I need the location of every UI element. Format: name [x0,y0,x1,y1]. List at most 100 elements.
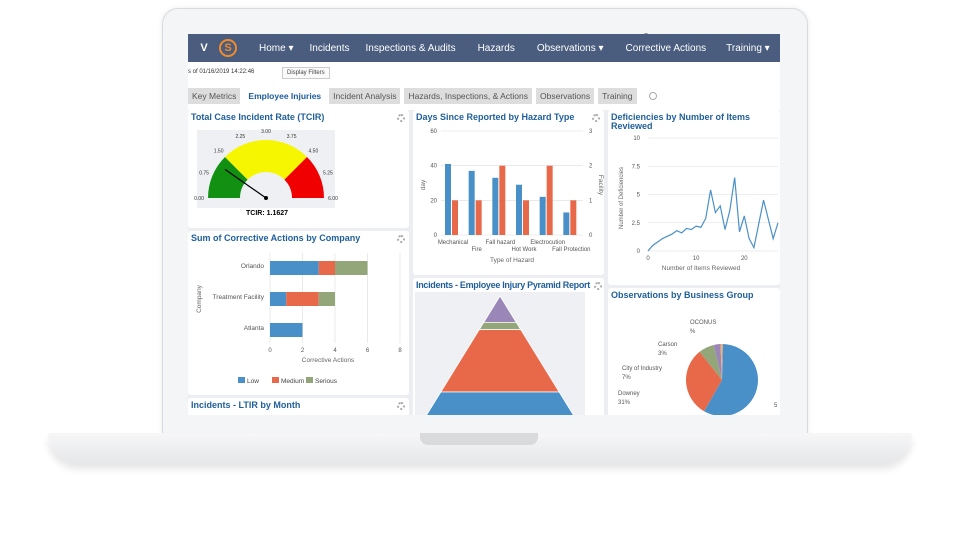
nav-inspections[interactable]: Inspections & Audits [365,42,456,54]
tab-hazards-inspections-actions[interactable]: Hazards, Inspections, & Actions [404,88,533,104]
pyramid-panel: Incidents - Employee Injury Pyramid Repo… [413,278,604,415]
sub-header: s of 01/16/2019 14:22:46 Display Filters… [188,62,780,110]
gauge-tick-label: 3.75 [287,134,297,140]
gauge-band [208,156,248,198]
panel-title: Total Case Incident Rate (TCIR) [191,112,325,122]
gauge-tick-label: 5.25 [323,170,333,176]
corrective-chart: 0 2 4 6 8 Orlando Treatment Facility Atlanta Cor… [196,253,402,385]
gear-icon[interactable] [397,114,405,122]
pie-pct: 7% [622,375,631,381]
x-tick-label: Fall hazard [485,240,515,246]
x-tick-label: 2 [301,348,305,354]
laptop-notch [420,433,538,445]
nav-home[interactable]: Home ▾ [259,42,294,54]
gauge-tick-label: 3.00 [261,129,271,135]
nav-corrective-actions[interactable]: Corrective Actions [625,42,707,54]
tab-incident-analysis[interactable]: Incident Analysis [329,88,401,104]
tab-key-metrics[interactable]: Key Metrics [188,88,241,104]
gauge-band [224,140,308,180]
gear-icon[interactable] [592,114,600,122]
x-tick-label: 0 [646,256,650,262]
legend-label: Serious [315,378,338,385]
pie-label: OCONUS [690,320,716,326]
legend-label: Medium [281,378,304,385]
gear-icon[interactable] [397,235,405,243]
gauge-tick-label: 2.25 [235,134,245,140]
display-filters-button[interactable]: Display Filters [282,67,330,79]
bar-low [270,261,319,275]
pie-slice [686,351,722,412]
bar-serious [318,292,335,306]
observations-panel: Observations by Business Group 5 Downey 31… [608,288,780,415]
pie-label: Carson [658,342,677,348]
x-tick-label: 0 [268,348,272,354]
nav-observations[interactable]: Observations ▾ [536,42,604,54]
search-tabs-icon[interactable] [648,92,657,100]
legend-swatch [238,377,245,383]
gauge-tick-label: 4.50 [309,149,319,155]
nav-training[interactable]: Training ▾ [726,42,770,54]
x-axis-label: Type of Hazard [490,257,534,264]
y-axis-label: Company [196,284,203,313]
x-tick-label: Hot Work [512,247,538,253]
bar-day [445,163,451,235]
corrective-panel: Sum of Corrective Actions by Company 0 2 4… [188,231,409,395]
panel-title: Incidents - LTIR by Month [191,400,301,410]
gauge-tick-label: 0.75 [199,170,209,176]
nav-hazards[interactable]: Hazards [477,42,515,54]
tab-observations[interactable]: Observations [536,88,595,104]
bar-medium [286,292,319,306]
gauge-needle [224,168,267,199]
y2-tick-label: 3 [589,129,593,135]
bar-facility [475,200,482,235]
bar-facility [546,165,553,235]
y-tick-label: 0 [637,249,641,255]
pie-label: City of Industry [622,366,662,372]
y2-tick-label: 2 [589,164,593,170]
ltir-panel: Incidents - LTIR by Month [188,398,409,415]
panel-title: Deficiencies by Number of Items Reviewed [611,112,751,131]
panel-title: Days Since Reported by Hazard Type [416,112,575,122]
pie-slice [699,344,722,380]
gauge-pivot [264,196,268,200]
nav-incidents[interactable]: Incidents [309,42,350,54]
y-tick-label: Treatment Facility [213,294,265,301]
pie-slice [720,344,723,380]
y2-tick-label: 0 [589,233,593,239]
panel-title: Incidents - Employee Injury Pyramid Repo… [416,280,590,290]
tcir-gauge: 0.00 0.75 1.50 2.25 3.00 3.75 4.50 5.25 6.00 [194,129,338,208]
pie-pct: 3% [658,351,667,357]
pyramid-level [426,391,574,415]
y2-tick-label: 1 [589,198,593,204]
gear-icon[interactable] [397,402,405,410]
gauge-tick-label: 0.00 [194,196,204,202]
bar-day [539,196,546,235]
tab-employee-injuries[interactable]: Employee Injuries [244,88,326,104]
y-tick-label: 7.5 [632,164,641,170]
legend-swatch [272,377,279,383]
bar-day [492,177,499,235]
bar-low [270,292,287,306]
as-of-timestamp: s of 01/16/2019 14:22:46 [188,69,255,75]
y-axis-label: Number of Deficiencies [619,167,625,229]
tab-training[interactable]: Training [598,88,637,104]
y2-axis-label: Facility [597,175,604,196]
x-axis-label: Number of Items Reviewed [662,265,741,272]
gauge-band [284,156,324,198]
top-nav: V S Home ▾ Incidents Inspections & Audit… [188,34,780,62]
gauge-tick-label: 6.00 [328,196,338,202]
gear-icon[interactable] [594,282,602,290]
bar-facility [499,165,506,235]
x-tick-label: Electrocution [530,240,565,246]
y-tick-label: 40 [430,164,437,170]
gauge-tick-label: 1.50 [214,149,224,155]
line-series [647,177,779,252]
bar-facility [570,200,577,235]
bar-day [563,212,570,235]
x-tick-label: 6 [366,348,370,354]
x-tick-label: Mechanical [438,240,468,246]
bar-day [468,170,475,235]
s-logo-icon: S [219,39,237,57]
panel-title: Observations by Business Group [611,290,754,300]
